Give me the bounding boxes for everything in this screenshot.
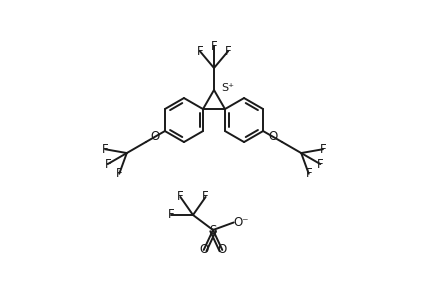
Text: F: F: [202, 190, 209, 203]
Text: O: O: [218, 244, 227, 256]
Text: O: O: [268, 130, 277, 143]
Text: F: F: [319, 143, 326, 156]
Text: O: O: [151, 130, 160, 143]
Text: F: F: [211, 40, 217, 53]
Text: F: F: [317, 157, 324, 170]
Text: O: O: [199, 244, 208, 256]
Text: F: F: [225, 45, 231, 58]
Text: F: F: [104, 157, 111, 170]
Text: F: F: [116, 167, 123, 180]
Text: S: S: [209, 225, 217, 238]
Text: F: F: [305, 167, 312, 180]
Text: F: F: [102, 143, 108, 156]
Text: S⁺: S⁺: [221, 83, 234, 93]
Text: F: F: [168, 208, 174, 222]
Text: F: F: [197, 45, 203, 58]
Text: F: F: [177, 190, 184, 203]
Text: O⁻: O⁻: [233, 216, 249, 229]
